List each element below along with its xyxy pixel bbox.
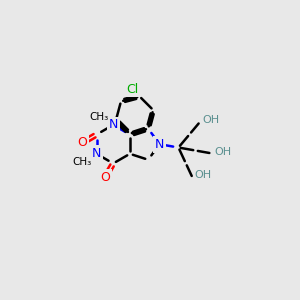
Text: OH: OH <box>214 147 231 157</box>
Text: OH: OH <box>194 169 211 180</box>
Text: N: N <box>92 147 101 160</box>
Text: CH₃: CH₃ <box>89 112 109 122</box>
Text: CH₃: CH₃ <box>73 157 92 167</box>
Text: O: O <box>100 171 110 184</box>
Text: N: N <box>155 138 164 151</box>
Text: O: O <box>77 136 87 149</box>
Text: N: N <box>109 118 118 131</box>
Text: OH: OH <box>202 115 220 125</box>
Text: Cl: Cl <box>126 82 138 96</box>
